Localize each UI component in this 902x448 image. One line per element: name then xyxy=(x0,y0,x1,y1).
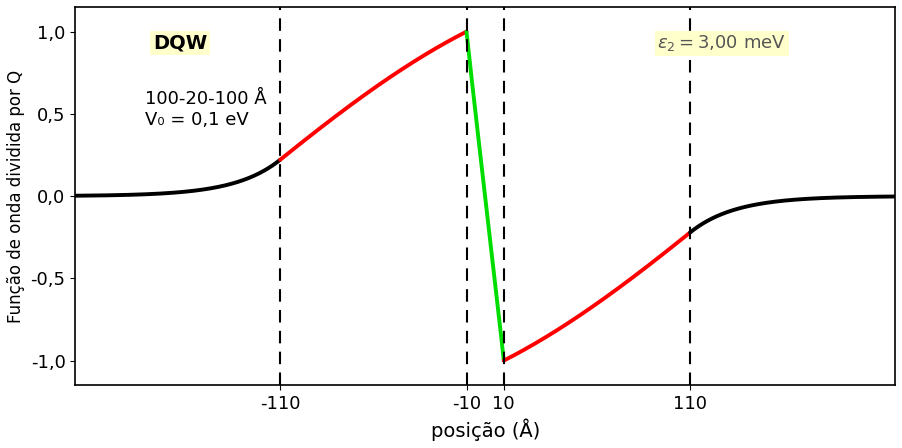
Text: DQW: DQW xyxy=(153,34,207,52)
Text: 100-20-100 Å
V₀ = 0,1 eV: 100-20-100 Å V₀ = 0,1 eV xyxy=(145,90,266,129)
X-axis label: posição (Å): posição (Å) xyxy=(430,418,539,441)
Y-axis label: Função de onda dividida por Q: Função de onda dividida por Q xyxy=(7,69,25,323)
Text: $\epsilon_2 = 3{,}00$ meV: $\epsilon_2 = 3{,}00$ meV xyxy=(658,34,787,53)
